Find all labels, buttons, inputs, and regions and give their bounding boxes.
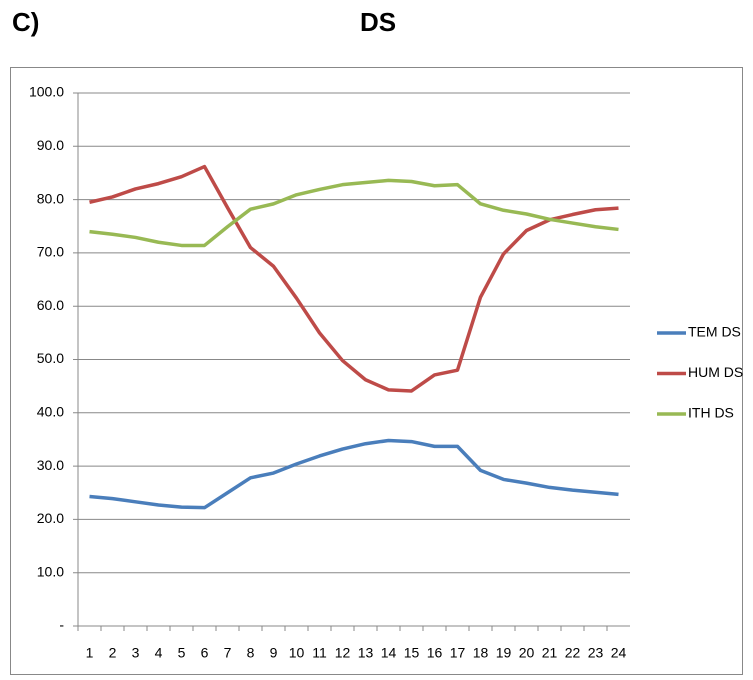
y-tick-label: 70.0	[37, 244, 64, 260]
chart-title: DS	[360, 7, 396, 37]
x-tick-label: 1	[86, 645, 94, 661]
x-tick-label: 9	[270, 645, 278, 661]
y-tick-label: 50.0	[37, 350, 64, 366]
x-tick-label: 13	[358, 645, 374, 661]
x-tick-label: 3	[132, 645, 140, 661]
x-tick-label: 10	[289, 645, 305, 661]
y-tick-label: -	[59, 617, 64, 633]
y-tick-label: 100.0	[29, 84, 64, 100]
x-tick-label: 2	[109, 645, 117, 661]
legend-label: ITH DS	[688, 405, 734, 421]
x-tick-label: 5	[178, 645, 186, 661]
x-tick-label: 14	[381, 645, 397, 661]
series-line	[89, 164, 619, 393]
x-tick-label: 24	[611, 645, 627, 661]
x-tick-label: 23	[588, 645, 604, 661]
panel-label: C)	[12, 7, 39, 37]
x-tick-label: 12	[335, 645, 351, 661]
x-tick-label: 16	[427, 645, 443, 661]
x-tick-label: 21	[542, 645, 558, 661]
y-tick-label: 60.0	[37, 297, 64, 313]
x-tick-label: 22	[565, 645, 581, 661]
chart-frame	[10, 67, 743, 675]
x-tick-label: 15	[404, 645, 420, 661]
x-tick-label: 4	[155, 645, 163, 661]
x-tick-label: 20	[519, 645, 535, 661]
x-tick-label: 18	[473, 645, 489, 661]
y-tick-label: 30.0	[37, 457, 64, 473]
y-tick-label: 80.0	[37, 190, 64, 206]
legend-label: HUM DS	[688, 364, 743, 380]
x-tick-label: 8	[247, 645, 255, 661]
series-line	[89, 178, 619, 248]
x-tick-label: 17	[450, 645, 466, 661]
y-tick-label: 10.0	[37, 563, 64, 579]
x-tick-label: 19	[496, 645, 512, 661]
x-tick-label: 11	[312, 645, 327, 661]
y-tick-label: 90.0	[37, 137, 64, 153]
x-tick-label: 7	[224, 645, 232, 661]
y-tick-label: 40.0	[37, 404, 64, 420]
series-line	[89, 438, 619, 510]
legend-label: TEM DS	[688, 324, 741, 340]
x-tick-label: 6	[201, 645, 209, 661]
y-tick-label: 20.0	[37, 510, 64, 526]
